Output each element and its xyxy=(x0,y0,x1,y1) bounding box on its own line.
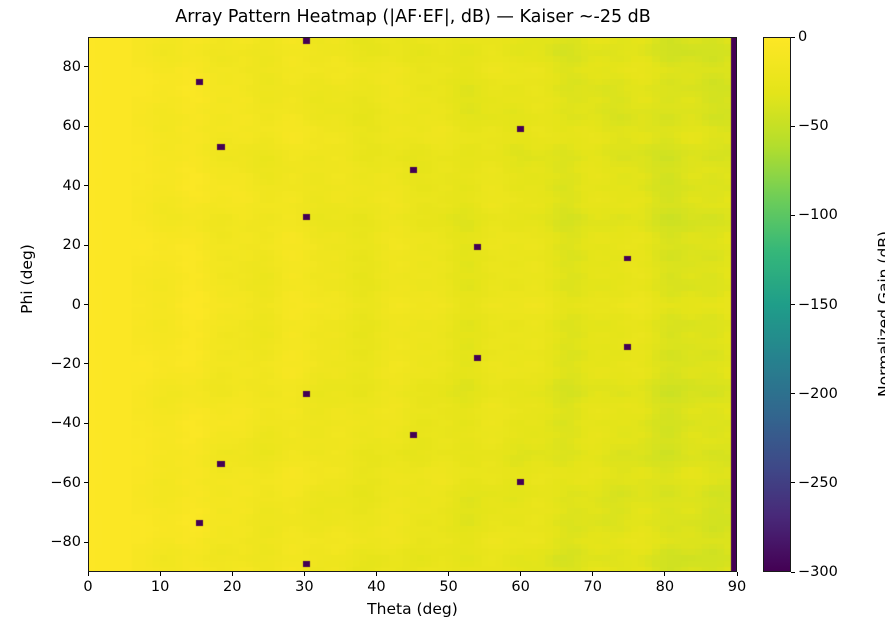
x-tick-label: 10 xyxy=(150,579,170,595)
colorbar-tick-mark xyxy=(791,125,795,127)
colorbar-tick-mark xyxy=(791,36,795,38)
y-tick-label: 20 xyxy=(62,237,81,254)
x-tick-mark xyxy=(375,572,377,576)
x-tick-label: 80 xyxy=(655,579,675,595)
colorbar-tick-label: 0 xyxy=(798,29,808,45)
page-title: Array Pattern Heatmap (|AF·EF|, dB) — Ka… xyxy=(175,7,651,27)
heatmap-axes[interactable] xyxy=(88,37,737,572)
x-tick-mark xyxy=(520,572,522,576)
y-tick-label: 0 xyxy=(71,296,81,313)
y-tick-mark xyxy=(84,125,88,127)
colorbar-tick-label: −50 xyxy=(798,118,829,135)
y-tick-mark xyxy=(84,185,88,187)
x-tick-mark xyxy=(87,572,89,576)
y-tick-mark xyxy=(84,66,88,68)
x-tick-label: 20 xyxy=(222,579,242,595)
x-tick-mark xyxy=(303,572,305,576)
x-tick-label: 0 xyxy=(83,579,93,595)
y-tick-mark xyxy=(84,363,88,365)
y-tick-mark xyxy=(84,482,88,484)
colorbar-tick-label: −250 xyxy=(798,474,838,491)
x-tick-mark xyxy=(448,572,450,576)
x-axis-label: Theta (deg) xyxy=(367,600,458,618)
colorbar-tick-mark xyxy=(791,214,795,216)
x-tick-label: 40 xyxy=(367,579,386,595)
colorbar-tick-mark xyxy=(791,393,795,395)
y-tick-mark xyxy=(84,541,88,543)
x-tick-mark xyxy=(159,572,161,576)
x-tick-label: 30 xyxy=(295,579,314,595)
y-axis-label: Phi (deg) xyxy=(18,244,36,314)
colorbar-tick-label: −200 xyxy=(798,385,838,402)
colorbar-tick-mark xyxy=(791,571,795,573)
colorbar-tick-mark xyxy=(791,482,795,484)
colorbar-tick-label: −150 xyxy=(798,296,838,313)
y-tick-label: 40 xyxy=(62,177,81,194)
colorbar-tick-label: −100 xyxy=(798,207,838,224)
y-tick-label: −80 xyxy=(50,534,81,551)
x-tick-mark xyxy=(664,572,666,576)
y-tick-mark xyxy=(84,244,88,246)
y-tick-label: −40 xyxy=(50,415,81,432)
y-tick-label: −60 xyxy=(50,474,81,491)
colorbar[interactable] xyxy=(763,37,791,572)
heatmap-image xyxy=(89,38,736,571)
y-tick-label: 80 xyxy=(62,58,81,75)
x-tick-mark xyxy=(231,572,233,576)
x-tick-label: 60 xyxy=(511,579,530,595)
x-tick-label: 70 xyxy=(583,579,602,595)
colorbar-tick-mark xyxy=(791,304,795,305)
x-tick-label: 50 xyxy=(439,579,458,595)
colorbar-tick-label: −300 xyxy=(798,564,838,580)
y-tick-mark xyxy=(84,304,88,305)
y-tick-label: 60 xyxy=(62,118,81,135)
colorbar-label: Normalized Gain (dB) xyxy=(875,231,885,397)
y-tick-label: −20 xyxy=(50,355,81,372)
x-tick-mark xyxy=(736,572,738,576)
x-tick-label: 90 xyxy=(727,579,747,595)
x-tick-mark xyxy=(592,572,594,576)
y-tick-mark xyxy=(84,422,88,424)
colorbar-gradient xyxy=(764,38,790,571)
